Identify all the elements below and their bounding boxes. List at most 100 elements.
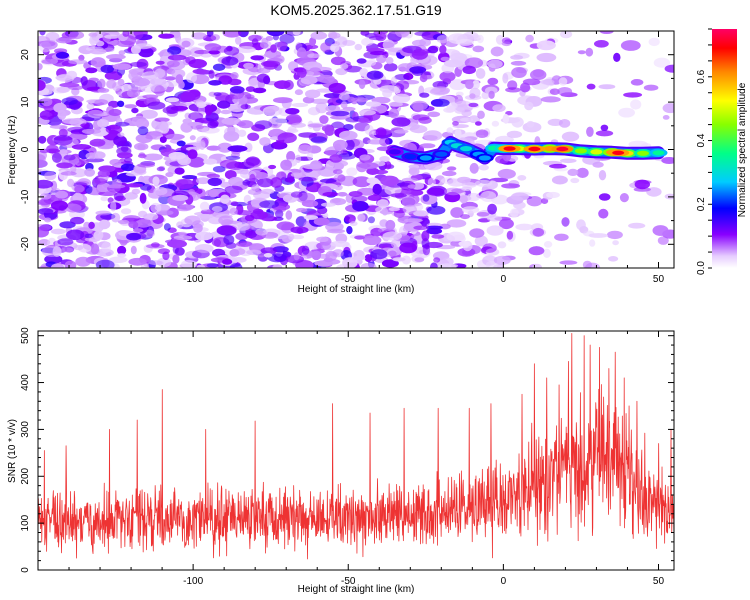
y-tick-label: -10 xyxy=(20,189,31,204)
noise-blob xyxy=(540,96,561,103)
snr-panel: -100 -50 0 50 0 100 200 300 400 500 Height of st… xyxy=(7,327,675,595)
noise-blob xyxy=(181,40,191,48)
noise-blob xyxy=(291,102,309,108)
noise-blob xyxy=(276,221,295,231)
noise-blob xyxy=(506,130,523,138)
noise-blob xyxy=(432,80,449,89)
noise-blob xyxy=(285,210,293,220)
noise-blob xyxy=(245,156,260,166)
noise-blob xyxy=(238,96,249,105)
noise-blob xyxy=(475,121,482,126)
noise-blob xyxy=(426,205,446,215)
noise-blob xyxy=(212,166,226,173)
noise-blob xyxy=(111,212,121,223)
noise-blob xyxy=(298,132,318,138)
noise-blob xyxy=(153,186,168,196)
noise-blob xyxy=(487,215,503,222)
noise-blob xyxy=(206,145,221,151)
noise-blob xyxy=(458,241,470,247)
noise-blob xyxy=(474,235,488,247)
noise-blob xyxy=(88,77,99,83)
noise-blob xyxy=(56,86,70,93)
noise-blob xyxy=(460,117,474,122)
noise-blob xyxy=(70,168,87,178)
noise-blob xyxy=(64,260,77,268)
noise-blob xyxy=(340,101,348,109)
noise-blob xyxy=(220,109,232,115)
noise-blob xyxy=(330,56,346,66)
noise-blob xyxy=(261,60,281,67)
noise-blob xyxy=(262,105,283,117)
noise-blob xyxy=(174,167,185,175)
noise-blob xyxy=(486,225,504,236)
noise-blob xyxy=(301,200,319,208)
signal-peak xyxy=(556,146,569,152)
noise-blob xyxy=(303,215,319,220)
noise-blob xyxy=(402,204,417,214)
noise-blob xyxy=(58,205,66,212)
noise-blob xyxy=(335,68,348,76)
noise-blob xyxy=(411,100,428,111)
noise-blob xyxy=(97,170,111,178)
noise-blob xyxy=(117,245,127,255)
noise-blob xyxy=(53,134,73,146)
noise-blob xyxy=(95,213,112,222)
noise-blob xyxy=(391,117,411,127)
noise-blob xyxy=(366,70,384,80)
noise-blob xyxy=(319,115,329,124)
noise-blob xyxy=(488,90,495,99)
noise-blob xyxy=(501,37,511,44)
noise-blob xyxy=(216,225,237,236)
noise-blob xyxy=(128,257,147,266)
noise-blob xyxy=(414,31,431,36)
noise-blob xyxy=(242,67,262,76)
noise-blob xyxy=(524,101,534,111)
noise-blob xyxy=(315,102,328,114)
noise-blob xyxy=(419,92,430,98)
noise-blob xyxy=(362,235,382,246)
noise-blob xyxy=(109,159,122,166)
noise-blob xyxy=(226,161,245,170)
noise-blob xyxy=(469,162,479,174)
noise-blob xyxy=(189,135,196,141)
noise-blob xyxy=(477,110,485,120)
noise-blob xyxy=(375,127,387,138)
noise-blob xyxy=(244,230,257,239)
noise-blob xyxy=(560,158,577,164)
noise-blob xyxy=(275,209,284,219)
noise-blob xyxy=(295,154,302,164)
noise-blob xyxy=(259,137,271,146)
noise-blob xyxy=(60,247,74,253)
noise-blob xyxy=(120,163,136,172)
noise-blob xyxy=(193,223,203,234)
noise-blob xyxy=(116,152,133,159)
noise-blob xyxy=(95,259,115,268)
noise-blob xyxy=(94,99,109,106)
noise-blob xyxy=(464,57,484,69)
x-tick-label: -50 xyxy=(341,576,356,587)
noise-blob xyxy=(75,256,91,267)
snr-frame xyxy=(37,330,675,571)
noise-blob xyxy=(237,129,247,137)
noise-blob xyxy=(164,76,176,81)
noise-blob xyxy=(97,78,106,89)
noise-blob xyxy=(359,162,379,170)
noise-blob xyxy=(206,263,219,268)
noise-blob xyxy=(368,58,377,66)
noise-blob xyxy=(52,246,62,257)
noise-blob xyxy=(561,217,570,227)
noise-blob xyxy=(84,233,93,239)
noise-blob xyxy=(598,193,611,201)
noise-blob xyxy=(294,89,303,96)
noise-blob xyxy=(166,60,180,68)
noise-blob xyxy=(207,177,222,187)
noise-blob xyxy=(110,200,117,212)
noise-blob xyxy=(196,264,206,268)
noise-blob xyxy=(148,260,163,266)
noise-blob xyxy=(67,178,75,188)
noise-blob xyxy=(208,69,215,79)
noise-blob xyxy=(143,153,163,161)
noise-blob xyxy=(452,121,459,126)
x-tick-label: 0 xyxy=(501,576,507,587)
noise-blob xyxy=(628,222,646,229)
